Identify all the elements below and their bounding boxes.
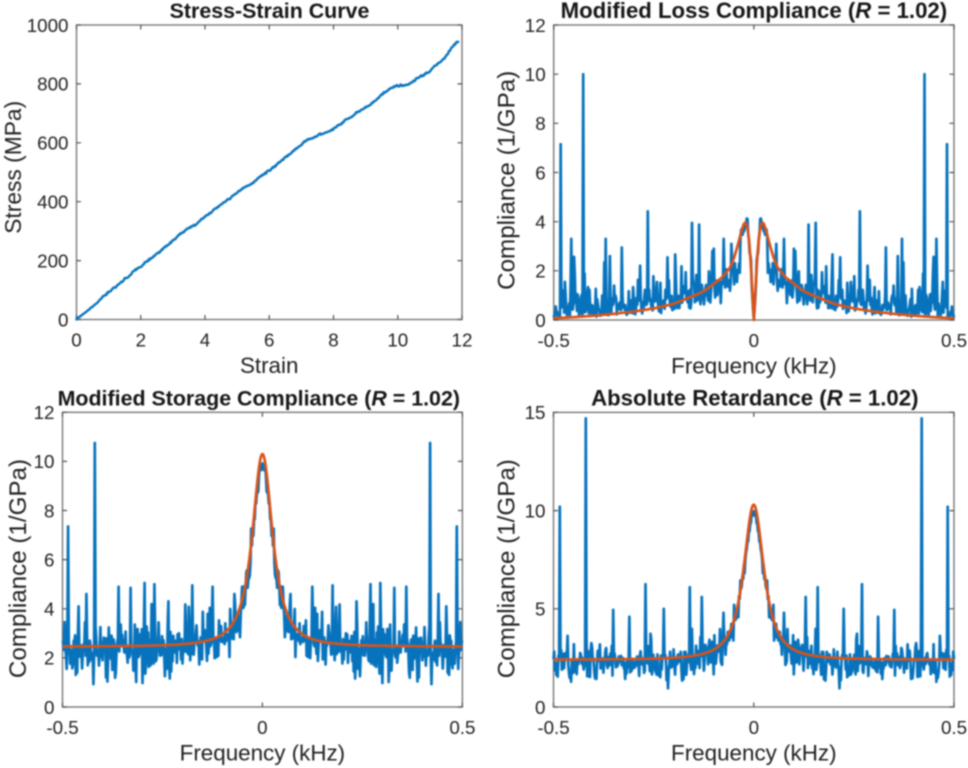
svg-text:Modified Loss Compliance (R =: Modified Loss Compliance (R = 1.02) [561,0,948,23]
svg-text:0.5: 0.5 [941,717,967,738]
svg-text:-0.5: -0.5 [46,717,78,738]
svg-text:2: 2 [136,330,146,351]
svg-text:0: 0 [257,717,267,738]
svg-text:10: 10 [525,500,546,521]
svg-text:200: 200 [37,250,68,271]
svg-text:10: 10 [34,451,55,472]
svg-text:Frequency (kHz): Frequency (kHz) [671,741,836,766]
svg-text:0: 0 [44,697,54,718]
svg-text:0: 0 [58,309,68,330]
svg-text:10: 10 [387,330,408,351]
svg-text:Modified Storage Compliance (R: Modified Storage Compliance (R = 1.02) [58,386,460,410]
svg-text:4: 4 [44,599,54,620]
svg-text:Compliance (1/GPa): Compliance (1/GPa) [494,71,521,290]
svg-text:0: 0 [535,697,545,718]
svg-text:0: 0 [749,330,759,351]
svg-text:6: 6 [44,549,54,570]
svg-text:Frequency (kHz): Frequency (kHz) [671,354,836,379]
svg-text:15: 15 [525,402,546,423]
svg-text:2: 2 [44,648,54,669]
svg-text:0: 0 [749,717,759,738]
svg-text:-0.5: -0.5 [538,330,570,351]
svg-text:12: 12 [34,402,55,423]
svg-text:400: 400 [37,192,68,213]
svg-text:600: 600 [37,133,68,154]
svg-text:8: 8 [328,330,338,351]
svg-text:Strain: Strain [240,353,299,378]
svg-text:6: 6 [264,330,274,351]
svg-text:2: 2 [535,261,545,282]
svg-text:4: 4 [200,330,210,351]
svg-text:Stress-Strain Curve: Stress-Strain Curve [170,0,370,23]
svg-text:Absolute Retardance (R = 1.02): Absolute Retardance (R = 1.02) [591,385,918,410]
svg-text:5: 5 [535,599,545,620]
svg-text:0.5: 0.5 [449,717,475,738]
svg-text:6: 6 [535,162,545,183]
svg-text:4: 4 [535,212,545,233]
svg-text:800: 800 [37,74,68,95]
svg-text:8: 8 [44,500,54,521]
svg-text:0: 0 [535,310,545,331]
svg-text:8: 8 [535,113,545,134]
svg-text:-0.5: -0.5 [537,717,569,738]
svg-text:12: 12 [452,330,473,351]
svg-text:0: 0 [71,330,81,351]
svg-text:1000: 1000 [27,15,69,36]
svg-text:Frequency (kHz): Frequency (kHz) [180,741,345,766]
svg-text:0.5: 0.5 [941,330,967,351]
svg-text:Compliance (1/GPa): Compliance (1/GPa) [5,459,32,678]
svg-text:Stress (MPa): Stress (MPa) [0,101,26,234]
svg-text:10: 10 [525,64,546,85]
svg-text:12: 12 [525,15,546,36]
svg-text:Compliance (1/GPa): Compliance (1/GPa) [494,459,521,678]
